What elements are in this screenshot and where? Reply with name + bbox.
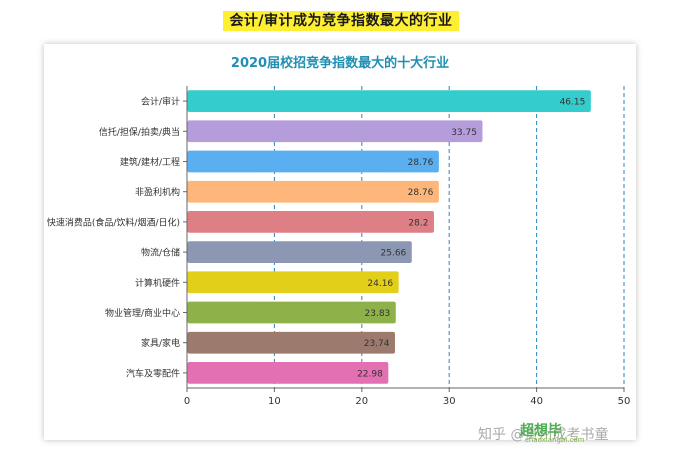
category-label: 汽车及零配件: [126, 367, 180, 379]
value-label: 46.15: [560, 98, 586, 108]
category-label: 建筑/建材/工程: [120, 156, 180, 168]
page-heading: 会计/审计成为竞争指数最大的行业: [0, 10, 682, 31]
bar: [187, 331, 395, 354]
value-label: 23.74: [364, 339, 390, 349]
bar: [187, 301, 396, 324]
value-label: 33.75: [451, 128, 477, 138]
category-label: 快速消费品(食品/饮料/烟酒/日化): [47, 216, 180, 228]
page-heading-text: 会计/审计成为竞争指数最大的行业: [223, 11, 459, 31]
bar: [187, 271, 399, 294]
axis-layer: 0 10 20 30 40 50 会计/审计信托/担保/拍卖/典当建筑/建材/工程非盈利机构…: [47, 86, 630, 407]
category-label: 非盈利机构: [135, 186, 180, 198]
value-label: 28.2: [408, 218, 428, 228]
watermark-logo: 超想毕: [520, 423, 562, 439]
x-tick-label: 40: [530, 396, 543, 407]
x-tick-label: 10: [268, 396, 281, 407]
watermark-logo-sub: chaoxiangbi.com: [525, 436, 585, 444]
category-label: 计算机硬件: [135, 277, 180, 289]
bar: [187, 362, 389, 384]
value-label: 24.16: [367, 279, 393, 289]
x-tick-label: 30: [443, 396, 456, 407]
x-tick-label: 20: [355, 396, 368, 407]
bar: [187, 241, 412, 263]
bar: [187, 120, 483, 143]
bar: [187, 211, 434, 233]
chart-title: 2020届校招竞争指数最大的十大行业: [230, 56, 450, 71]
bar: [187, 150, 439, 173]
x-tick-label: 50: [618, 396, 631, 407]
category-label: 家具/家电: [141, 337, 180, 349]
value-label: 23.83: [365, 309, 391, 319]
bar: [187, 180, 439, 203]
value-label: 28.76: [408, 158, 434, 168]
category-label: 物业管理/商业中心: [105, 307, 180, 319]
value-label: 28.76: [408, 188, 434, 198]
x-tick-label: 0: [184, 396, 190, 407]
category-label: 物流/仓储: [141, 247, 180, 259]
category-label: 信托/担保/拍卖/典当: [99, 126, 180, 138]
chart-card: 2020届校招竞争指数最大的十大行业 46.15 33.75 28.76 28.76 2…: [44, 44, 636, 440]
category-label: 会计/审计: [141, 96, 180, 108]
watermark-text: 知乎 @贵州成考书童: [478, 427, 609, 443]
bar-chart: 46.15 33.75 28.76 28.76 28.2 25.66 24.16 23.83 2…: [47, 86, 630, 407]
value-label: 22.98: [357, 369, 383, 379]
bar: [187, 90, 591, 112]
value-label: 25.66: [381, 249, 407, 259]
bar-layer: 46.15 33.75 28.76 28.76 28.2 25.66 24.16 23.83 2…: [187, 90, 591, 384]
